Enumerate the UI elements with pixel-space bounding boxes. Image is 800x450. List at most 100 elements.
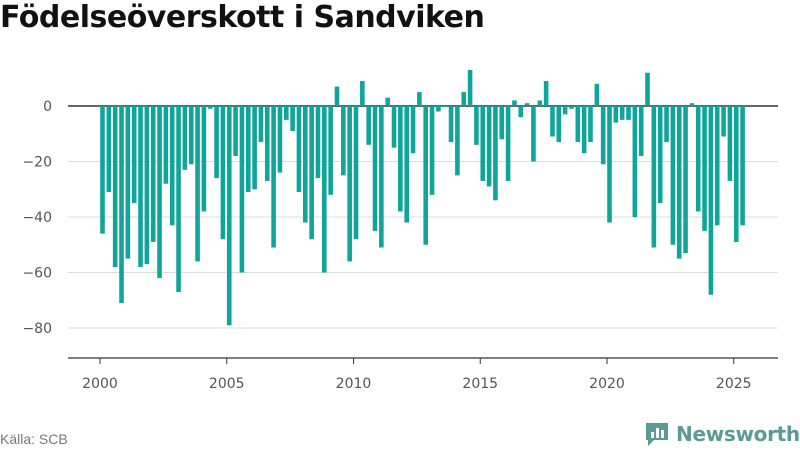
bar [112, 106, 118, 267]
bar [372, 106, 378, 231]
bar [480, 106, 486, 181]
bar [600, 106, 606, 165]
bar [708, 106, 714, 295]
bar [588, 106, 593, 143]
bar [106, 106, 112, 193]
bar [353, 106, 359, 240]
bar [594, 83, 600, 106]
bar [144, 106, 150, 265]
bar [119, 106, 124, 304]
bar [201, 106, 207, 212]
bar [531, 106, 536, 162]
bar [195, 106, 200, 262]
bar [245, 106, 251, 193]
bar [651, 106, 657, 248]
bar [347, 106, 352, 262]
bar [290, 106, 295, 131]
y-tick-label: 0 [43, 99, 52, 115]
bar [220, 106, 226, 240]
bar [283, 106, 289, 120]
bar [524, 103, 530, 106]
brand-name: Newsworthy [676, 422, 800, 446]
bar [264, 106, 270, 181]
bar [258, 106, 264, 143]
bar [467, 69, 473, 106]
bar [619, 106, 625, 120]
bar [670, 106, 676, 245]
bar [721, 106, 726, 137]
bar [683, 106, 688, 254]
bar [607, 106, 612, 223]
bar [163, 106, 169, 184]
bar [733, 106, 739, 242]
bar [493, 106, 498, 201]
bar [207, 106, 213, 109]
bar [486, 106, 492, 187]
bar [442, 106, 448, 107]
bar [322, 106, 327, 273]
bar [429, 106, 435, 195]
bar [315, 106, 321, 179]
bar [740, 106, 745, 226]
bar [505, 106, 511, 181]
bar [562, 106, 568, 115]
bar [727, 106, 733, 181]
bar [423, 106, 429, 245]
bar [657, 106, 663, 204]
bar [499, 106, 505, 140]
bar [169, 106, 175, 226]
bar [398, 106, 403, 212]
bar [695, 106, 701, 212]
bar [404, 106, 409, 223]
y-tick-label: −20 [22, 155, 52, 171]
bar [131, 106, 137, 204]
y-tick-label: −80 [22, 321, 52, 337]
bar [271, 106, 276, 248]
x-tick-label: 2015 [462, 376, 498, 392]
bar [157, 106, 162, 279]
newsworthy-logo-icon [646, 423, 668, 446]
bar [100, 106, 105, 234]
bar [448, 106, 454, 143]
bar [379, 106, 384, 248]
bar [581, 106, 587, 154]
bar [436, 106, 441, 112]
newsworthy-logo: Newsworthy [644, 420, 800, 448]
bar [550, 106, 555, 137]
x-tick-label: 2010 [336, 376, 372, 392]
bar [385, 97, 390, 106]
chart-title: Födelseöverskott i Sandviken [0, 0, 485, 35]
bar [226, 106, 232, 326]
x-tick-label: 2000 [82, 376, 118, 392]
bar [512, 100, 517, 106]
bar [328, 106, 333, 195]
bar [341, 106, 346, 176]
bar [214, 106, 219, 179]
y-tick-label: −40 [22, 210, 52, 226]
bars [100, 69, 745, 326]
bar [664, 106, 669, 143]
bar [632, 106, 638, 217]
bar [645, 72, 650, 106]
bar [410, 106, 416, 154]
bar [303, 106, 308, 223]
bar [296, 106, 302, 193]
bar [575, 106, 581, 143]
x-tick-label: 2005 [209, 376, 245, 392]
bar [138, 106, 143, 267]
x-tick-label: 2025 [716, 376, 752, 392]
bar [391, 106, 397, 148]
bar [252, 106, 257, 190]
bar [233, 106, 238, 156]
bar [556, 106, 562, 143]
bar [334, 86, 340, 106]
bar [125, 106, 131, 259]
bar [626, 106, 631, 120]
bar [613, 106, 619, 123]
bar [366, 106, 371, 145]
x-axis: 2000 2005 2010 2015 2020 2025 [68, 357, 778, 392]
bar [689, 103, 695, 106]
bar [676, 106, 682, 259]
bar [638, 106, 644, 156]
